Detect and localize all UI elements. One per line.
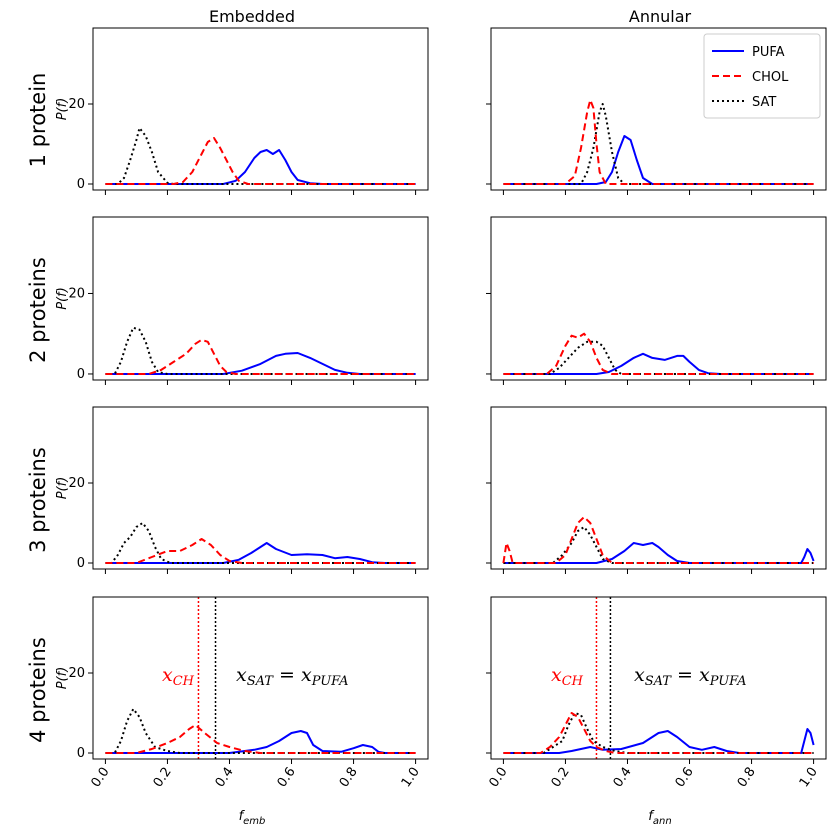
row-label-2: 2 proteins: [26, 257, 50, 363]
xlabel-annular-sub: ann: [653, 816, 672, 827]
panel-r2-c1-frame: [92, 216, 429, 381]
annotation-xch-left: xCH: [162, 664, 195, 689]
xlabel-annular-base: f: [648, 809, 655, 824]
panel-r1-c2: [486, 27, 827, 195]
panel-r4-c2-series-pufa: [503, 728, 815, 754]
legend: PUFA CHOL SAT: [703, 33, 821, 119]
panel-r3-c2-series-sat: [503, 526, 814, 564]
panel-r1-c2-series-pufa: [503, 135, 814, 185]
annotation-eq-right: xSAT = xPUFA: [634, 664, 746, 689]
panel-r1-c1: 0 20P(f): [55, 27, 429, 195]
panel-r2-c2-series-sat: [503, 340, 814, 375]
panel-r4-c1-ylabel: P(f): [55, 667, 70, 690]
panel-r3-c2-series-pufa: [503, 542, 815, 564]
annotation-eq-left-base1: x: [236, 664, 247, 686]
panel-r2-c1-series-chol: [105, 338, 416, 375]
panel-r4-c1-xtick-label-2: 0.4: [213, 765, 237, 791]
panel-r4-c1-ytick-label-0: 0: [77, 746, 85, 761]
xlabel-embedded-base: f: [239, 809, 246, 824]
annotation-eq-right-mid: = x: [671, 664, 710, 686]
panel-r4-c2-xtick-label-2: 0.4: [611, 765, 635, 791]
panel-r4-c1-ytick-label-20: 20: [68, 666, 85, 681]
panel-r1-c1-series-sat: [105, 127, 416, 185]
panel-r4-c2-xtick-label-5: 1.0: [797, 765, 821, 791]
panel-r1-c1-frame: [92, 27, 429, 191]
panel-r2-c2-series-pufa: [503, 352, 814, 375]
legend-label-chol: CHOL: [752, 70, 789, 85]
annotation-eq-right-sub2: PUFA: [709, 674, 747, 689]
panel-r1-c1-ylabel: P(f): [55, 98, 70, 121]
panel-r4-c1-xtick-label-0: 0.0: [89, 765, 113, 791]
panel-r1-c1-ytick-label-20: 20: [68, 97, 85, 112]
panel-r4-c2-xtick-label-1: 0.2: [549, 765, 573, 791]
panel-r3-c1-series-chol: [105, 538, 416, 564]
panel-r2-c1-ytick-label-20: 20: [68, 286, 85, 301]
panel-r3-c2-series-chol: [502, 516, 814, 564]
panel-r4-c1: 0 20P(f) 0.0 0.2 0.4 0.6 0.8 1.0: [55, 596, 429, 791]
column-title-embedded: Embedded: [209, 7, 295, 26]
row-label-4: 4 proteins: [26, 637, 50, 743]
annotation-xch-right: xCH: [551, 664, 584, 689]
panel-r3-c2-frame: [490, 406, 827, 570]
panel-r4-c1-series-chol: [105, 724, 416, 754]
panel-r3-c1-series-sat: [105, 522, 416, 564]
panel-r4-c1-xtick-label-5: 1.0: [399, 765, 423, 791]
panel-r1-c2-series-chol: [503, 99, 814, 185]
panel-r2-c2-series-chol: [503, 332, 814, 375]
panel-r4-c2-xtick-label-3: 0.6: [673, 765, 697, 791]
panel-r3-c1-series-pufa: [105, 542, 416, 564]
panel-r2-c1-series-pufa: [105, 352, 416, 375]
panel-r4-c2-series-chol: [503, 712, 814, 754]
panel-r4-c2-series-sat: [503, 712, 814, 754]
legend-label-pufa: PUFA: [752, 45, 785, 60]
panel-r3-c1-ylabel: P(f): [55, 477, 70, 500]
panel-r1-c1-ytick-label-0: 0: [77, 177, 85, 192]
panel-r4-c2-frame: [490, 596, 827, 760]
panel-r4-c1-xtick-label-1: 0.2: [151, 765, 175, 791]
panel-r4-c2: 0.0 0.2 0.4 0.6 0.8 1.0: [486, 596, 827, 791]
panel-r2-c1: 0 20P(f): [55, 216, 429, 385]
panel-r3-c1: 0 20P(f): [55, 406, 429, 574]
xlabel-annular: fann: [648, 809, 671, 827]
legend-box: [703, 33, 821, 119]
panel-r3-c1-ytick-label-20: 20: [68, 476, 85, 491]
panel-r4-c1-xtick-label-3: 0.6: [275, 765, 299, 791]
panel-r2-c1-ytick-label-0: 0: [77, 367, 85, 382]
annotation-eq-left-sub2: PUFA: [311, 674, 349, 689]
annotation-eq-left: xSAT = xPUFA: [236, 664, 348, 689]
panel-r2-c1-series-sat: [105, 326, 416, 375]
panel-r2-c1-ylabel: P(f): [55, 287, 70, 310]
panel-r1-c1-series-chol: [105, 137, 416, 185]
annotation-eq-left-sub1: SAT: [247, 674, 275, 689]
row-label-3: 3 proteins: [26, 447, 50, 553]
panel-r2-c2: [486, 216, 827, 385]
panel-r4-c2-xtick-label-0: 0.0: [487, 765, 511, 791]
panel-r4-c1-series-pufa: [105, 730, 416, 754]
panel-r1-c2-frame: [490, 27, 827, 191]
annotation-xch-right-base: x: [551, 664, 562, 686]
annotation-xch-left-sub: CH: [173, 674, 195, 689]
xlabel-embedded-sub: emb: [243, 816, 265, 827]
annotation-eq-left-mid: = x: [273, 664, 312, 686]
annotation-eq-right-sub1: SAT: [645, 674, 673, 689]
annotation-xch-right-sub: CH: [562, 674, 584, 689]
panel-r1-c2-series-sat: [503, 103, 814, 185]
panel-r3-c1-ytick-label-0: 0: [77, 556, 85, 571]
legend-label-sat: SAT: [752, 95, 776, 110]
panel-r3-c2: [486, 406, 827, 574]
annotation-xch-left-base: x: [162, 664, 173, 686]
panel-r4-c1-frame: [92, 596, 429, 760]
panel-r1-c1-series-pufa: [105, 149, 416, 185]
panel-r3-c1-frame: [92, 406, 429, 570]
panel-r2-c2-frame: [490, 216, 827, 381]
panel-r4-c2-xtick-label-4: 0.8: [735, 765, 759, 791]
column-title-annular: Annular: [629, 7, 692, 26]
xlabel-embedded: femb: [239, 809, 266, 827]
row-label-1: 1 protein: [26, 73, 50, 168]
annotation-eq-right-base1: x: [634, 664, 645, 686]
panel-r4-c1-xtick-label-4: 0.8: [337, 765, 361, 791]
